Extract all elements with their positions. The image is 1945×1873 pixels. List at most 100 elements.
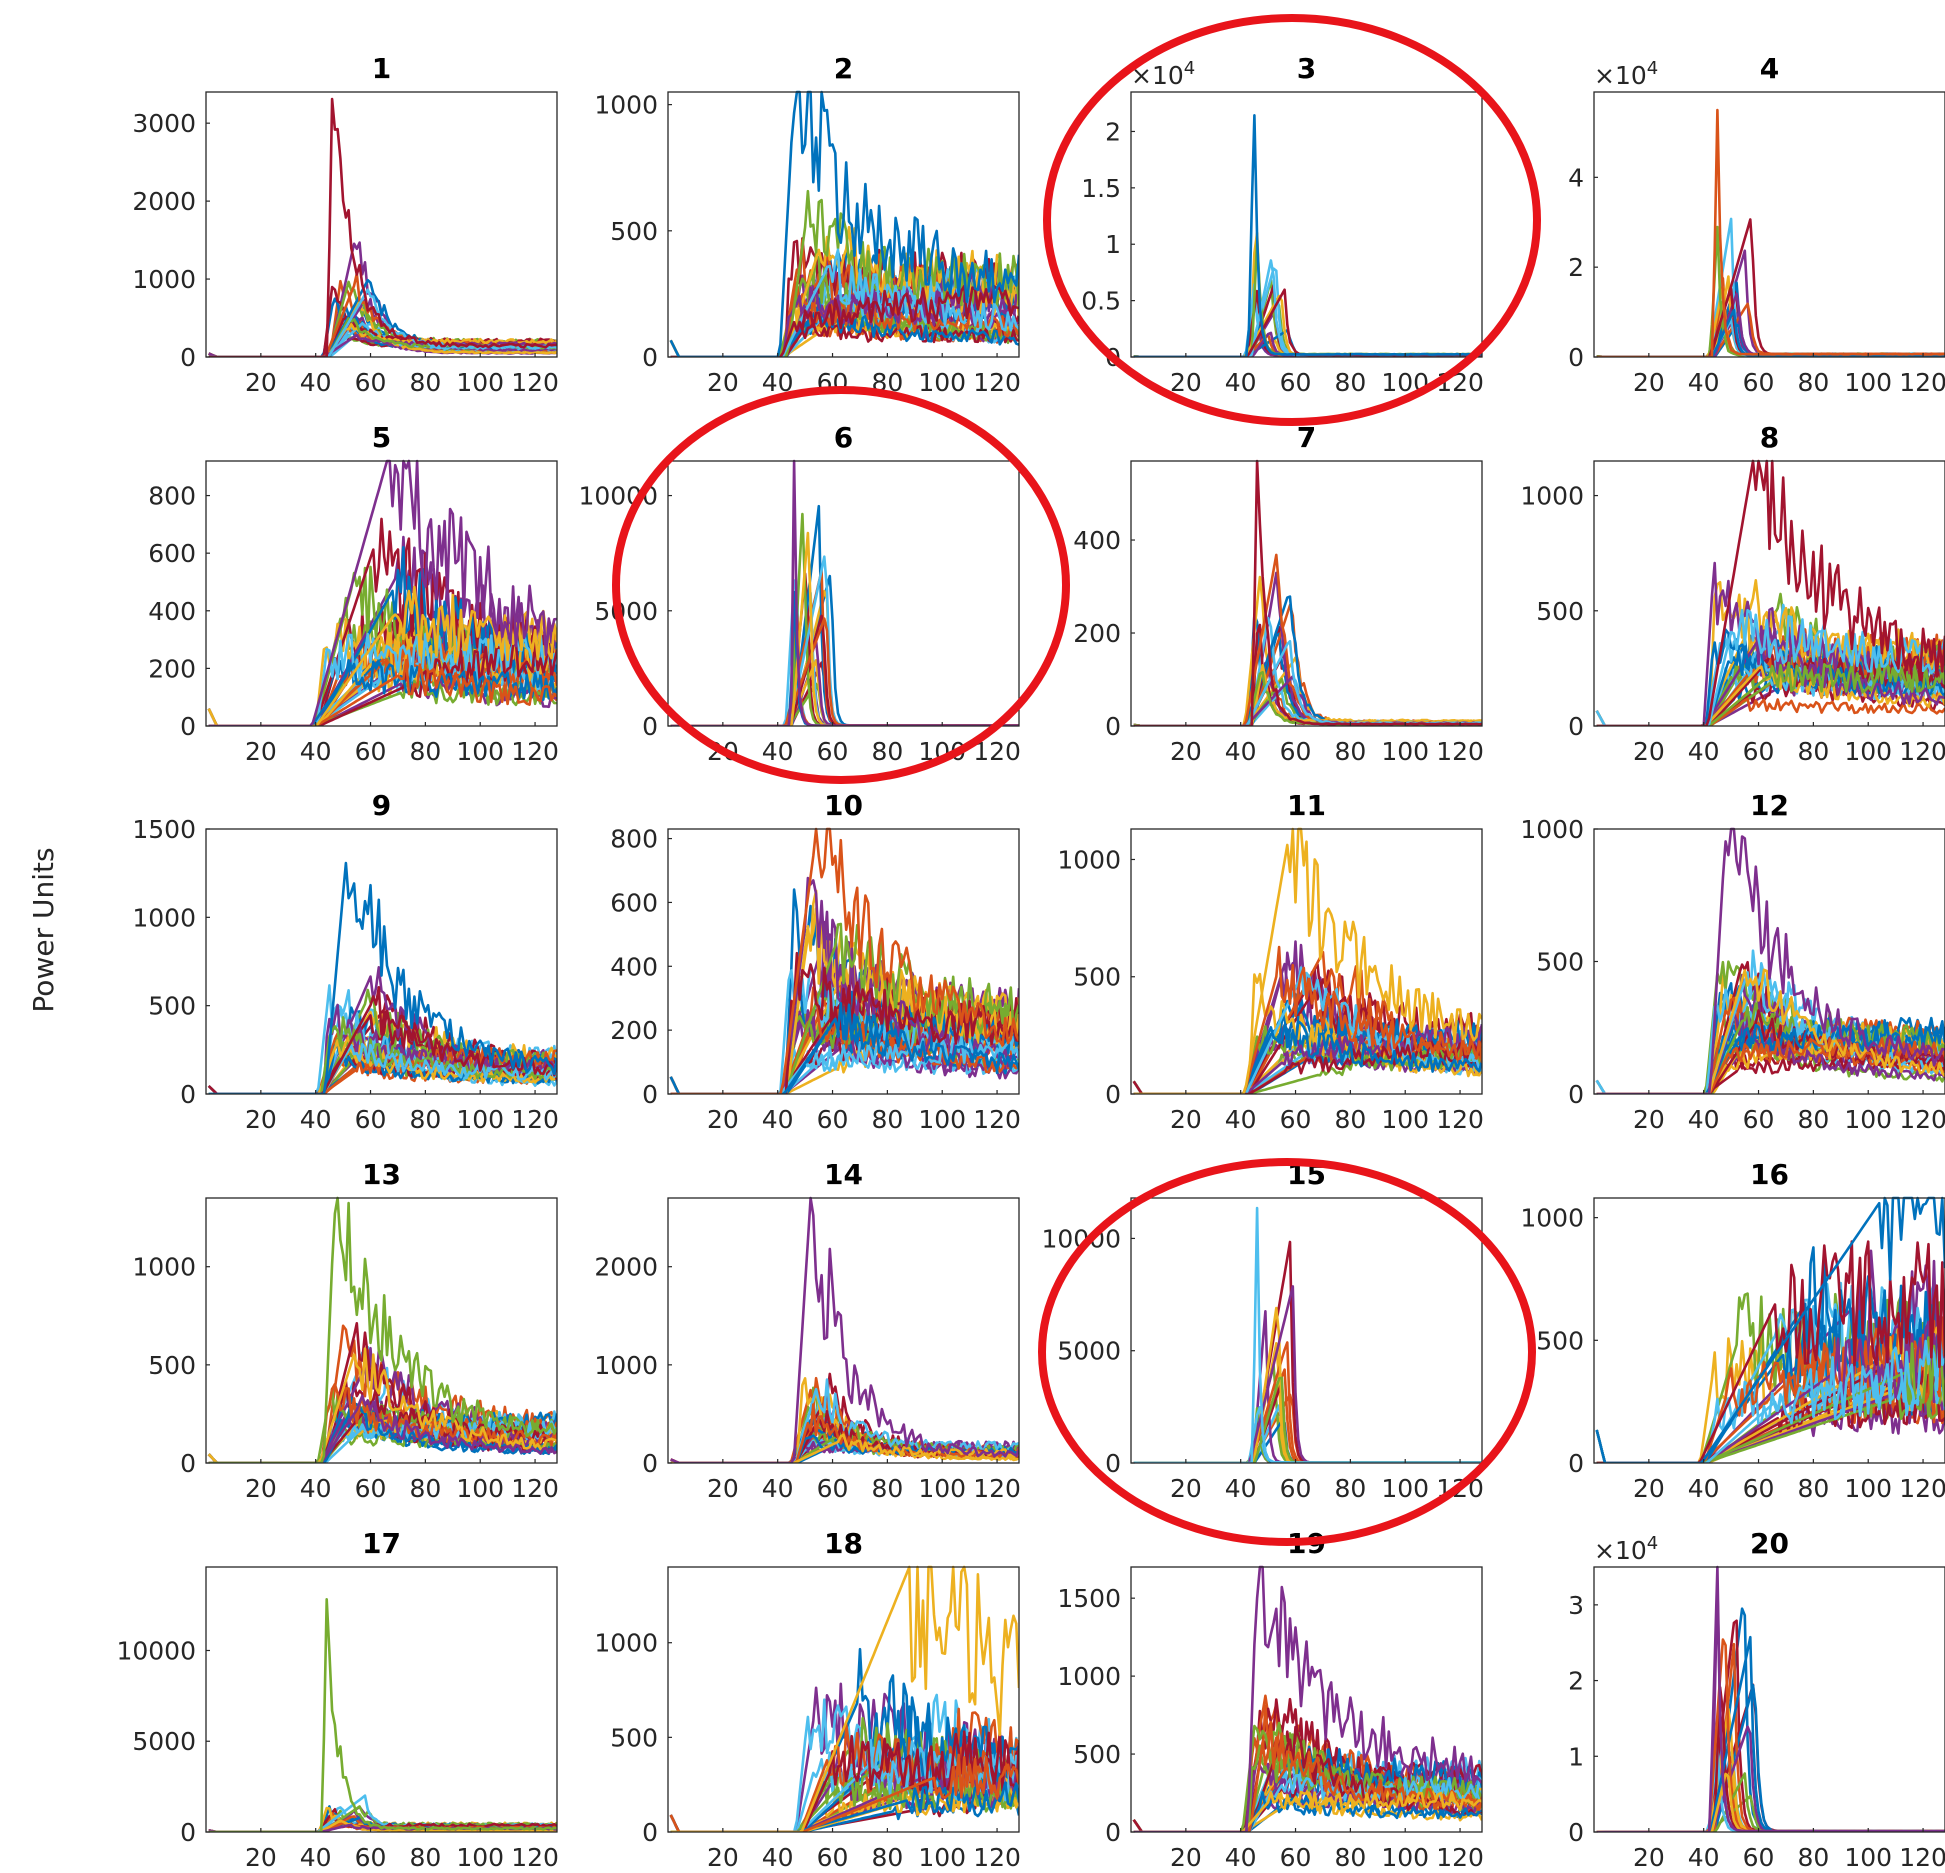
series-line bbox=[208, 1386, 557, 1463]
chart-panel-4: 20 40 60 80 100 120 0 2 4 ×104 4 bbox=[1568, 52, 1945, 397]
x-tick-label: 20 bbox=[1633, 1105, 1665, 1134]
y-tick-label: 0 bbox=[642, 1080, 658, 1109]
series-line bbox=[1133, 1772, 1482, 1832]
figure-ylabel: Power Units bbox=[27, 847, 60, 1012]
y-tick-label: 5000 bbox=[132, 1727, 196, 1756]
x-tick-label: 120 bbox=[973, 1105, 1021, 1134]
x-tick-label: 20 bbox=[707, 368, 739, 397]
x-tick-label: 100 bbox=[456, 1843, 504, 1872]
x-tick-label: 120 bbox=[1899, 1105, 1945, 1134]
x-tick-label: 20 bbox=[1170, 1843, 1202, 1872]
plot-area bbox=[668, 461, 1019, 726]
series-line bbox=[670, 1565, 1019, 1832]
y-tick-label: 1000 bbox=[1520, 1204, 1584, 1233]
x-tick-label: 80 bbox=[1334, 737, 1366, 766]
panel-title: 10 bbox=[824, 789, 863, 822]
series-group bbox=[670, 1196, 1019, 1463]
y-exponent-label: ×104 bbox=[1594, 1533, 1658, 1565]
x-tick-label: 40 bbox=[1688, 1105, 1720, 1134]
y-tick-label: 500 bbox=[610, 1723, 658, 1752]
y-tick-label: 1000 bbox=[594, 91, 658, 120]
x-tick-label: 40 bbox=[762, 1843, 794, 1872]
series-line bbox=[670, 1433, 1019, 1463]
y-tick-label: 800 bbox=[148, 482, 196, 511]
chart-panel-12: 20 40 60 80 100 120 0 500 1000 12 bbox=[1520, 789, 1945, 1134]
series-line bbox=[208, 1036, 557, 1094]
y-tick-label: 2 bbox=[1568, 253, 1584, 282]
y-tick-label: 10000 bbox=[116, 1636, 196, 1665]
series-line bbox=[1596, 1052, 1945, 1094]
x-tick-label: 100 bbox=[1381, 1105, 1429, 1134]
plot-area bbox=[1131, 1198, 1482, 1463]
y-tick-label: 800 bbox=[610, 825, 658, 854]
chart-panel-7: 20 40 60 80 100 120 0 200 400 7 bbox=[1073, 421, 1484, 766]
x-tick-label: 60 bbox=[1280, 737, 1312, 766]
x-tick-label: 20 bbox=[245, 737, 277, 766]
y-tick-label: 500 bbox=[1536, 597, 1584, 626]
y-tick-label: 500 bbox=[1073, 963, 1121, 992]
series-line bbox=[670, 1789, 1019, 1832]
y-tick-label: 200 bbox=[610, 1016, 658, 1045]
x-tick-label: 120 bbox=[973, 1843, 1021, 1872]
x-tick-label: 120 bbox=[1899, 1474, 1945, 1503]
panel-title: 11 bbox=[1287, 789, 1326, 822]
y-tick-label: 0 bbox=[1568, 1449, 1584, 1478]
axes-box bbox=[205, 828, 558, 1095]
chart-panel-5: 20 40 60 80 100 120 0 200 400 600 800 5 bbox=[148, 421, 559, 766]
series-line bbox=[1595, 1370, 1945, 1463]
x-tick-label: 20 bbox=[245, 1474, 277, 1503]
y-tick-label: 4 bbox=[1568, 163, 1584, 192]
series-line bbox=[208, 1003, 557, 1094]
x-tick-label: 20 bbox=[1633, 1474, 1665, 1503]
plot-area bbox=[206, 1567, 557, 1832]
x-tick-label: 100 bbox=[1844, 1105, 1892, 1134]
panel-title: 20 bbox=[1750, 1527, 1789, 1560]
x-tick-label: 100 bbox=[1381, 1474, 1429, 1503]
y-tick-label: 0 bbox=[1568, 712, 1584, 741]
y-tick-label: 0 bbox=[1568, 1080, 1584, 1109]
series-line bbox=[669, 1001, 1019, 1094]
x-tick-label: 100 bbox=[456, 1105, 504, 1134]
series-group bbox=[669, 90, 1019, 357]
series-line bbox=[1595, 1196, 1945, 1463]
y-tick-label: 0 bbox=[1105, 1818, 1121, 1847]
panel-title: 4 bbox=[1760, 52, 1779, 85]
series-line bbox=[669, 1753, 1019, 1832]
y-tick-label: 0 bbox=[642, 1449, 658, 1478]
y-tick-label: 1000 bbox=[1520, 815, 1584, 844]
x-tick-label: 80 bbox=[1797, 368, 1829, 397]
series-line bbox=[1596, 697, 1945, 726]
series-line bbox=[670, 1196, 1019, 1463]
series-group bbox=[1595, 827, 1945, 1094]
panel-title: 9 bbox=[372, 789, 391, 822]
x-tick-label: 80 bbox=[409, 737, 441, 766]
axes-box bbox=[667, 1197, 1020, 1464]
series-line bbox=[670, 951, 1019, 1094]
chart-panel-13: 20 40 60 80 100 120 0 500 1000 13 bbox=[132, 1158, 559, 1503]
y-tick-label: 2000 bbox=[132, 187, 196, 216]
series-line bbox=[207, 585, 557, 726]
series-line bbox=[1132, 1041, 1482, 1094]
chart-panel-16: 20 40 60 80 100 120 0 500 1000 16 bbox=[1520, 1158, 1945, 1503]
x-tick-label: 60 bbox=[1743, 1474, 1775, 1503]
series-group bbox=[1596, 108, 1945, 357]
axes-box bbox=[1130, 91, 1483, 358]
y-tick-label: 0 bbox=[642, 1818, 658, 1847]
x-tick-label: 60 bbox=[817, 737, 849, 766]
y-tick-label: 1 bbox=[1105, 230, 1121, 259]
x-tick-label: 60 bbox=[1280, 1105, 1312, 1134]
series-line bbox=[1596, 1240, 1945, 1463]
y-tick-label: 1000 bbox=[132, 265, 196, 294]
y-tick-label: 0.5 bbox=[1081, 287, 1121, 316]
y-tick-label: 500 bbox=[610, 217, 658, 246]
axes-box bbox=[1593, 1566, 1945, 1833]
series-line bbox=[1133, 945, 1482, 1094]
series-line bbox=[208, 861, 557, 1094]
y-tick-label: 0 bbox=[642, 712, 658, 741]
series-line bbox=[1132, 966, 1482, 1094]
x-tick-label: 60 bbox=[1280, 1843, 1312, 1872]
series-line bbox=[208, 1196, 557, 1463]
series-line bbox=[1596, 968, 1945, 1094]
axes-box bbox=[205, 91, 558, 358]
